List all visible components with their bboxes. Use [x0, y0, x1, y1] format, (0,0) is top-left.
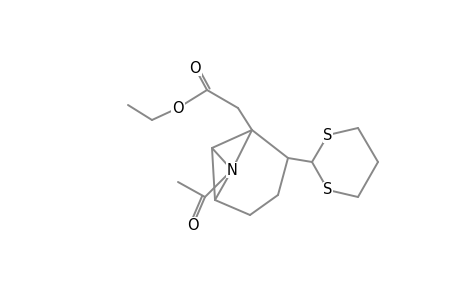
Text: S: S [323, 128, 332, 142]
Text: O: O [187, 218, 198, 232]
Text: O: O [172, 100, 184, 116]
Text: S: S [323, 182, 332, 197]
Text: N: N [226, 163, 237, 178]
Text: O: O [189, 61, 201, 76]
